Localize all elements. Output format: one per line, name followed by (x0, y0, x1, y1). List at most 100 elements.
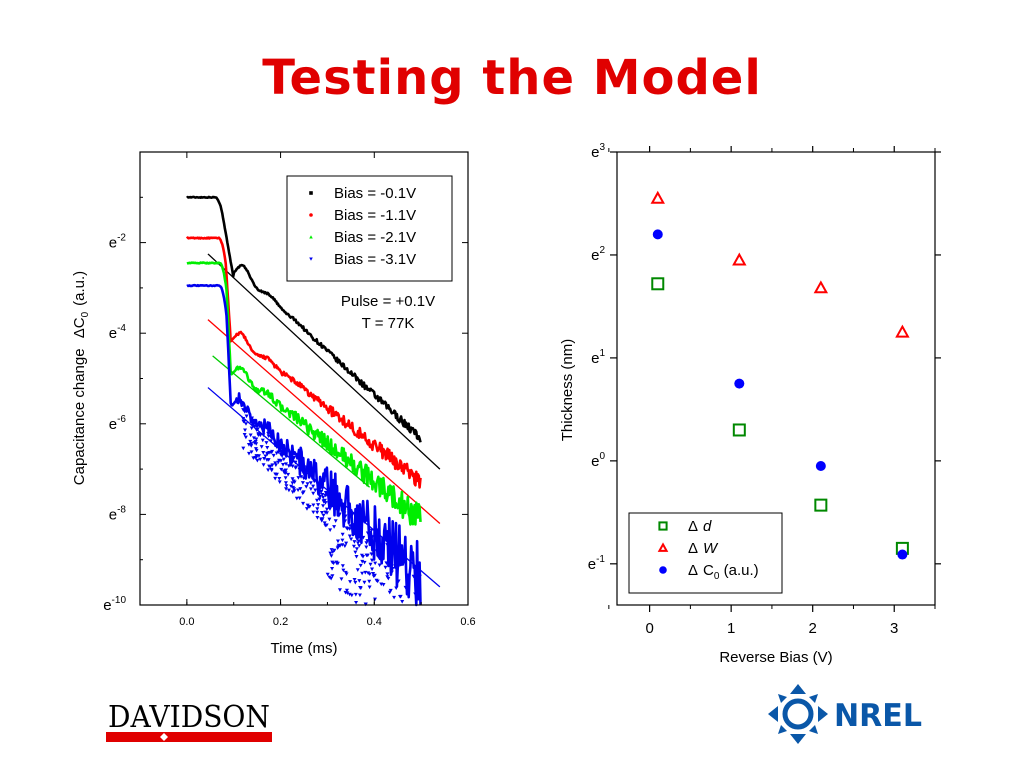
left-x-tick-label: 0.2 (273, 616, 288, 628)
right-x-tick-label: 0 (645, 620, 653, 637)
right-series-2 (652, 229, 908, 560)
left-series-point (267, 450, 272, 455)
left-series-point (415, 574, 420, 579)
right-legend-symbol: Δ (688, 540, 698, 557)
left-series-point (352, 578, 357, 582)
nrel-logo-emblem (768, 684, 828, 744)
left-series-point (361, 535, 366, 540)
left-series-point (315, 510, 320, 515)
right-series-point (652, 229, 663, 240)
left-series-point (406, 575, 411, 580)
left-plot-data (185, 195, 441, 607)
left-series-point (329, 576, 334, 581)
left-series-point (261, 451, 266, 455)
left-y-label-sub: 0 (80, 311, 91, 317)
left-series-point (389, 549, 394, 553)
left-series-point (354, 555, 359, 559)
left-series-point (249, 444, 254, 448)
left-series-point (413, 592, 418, 597)
left-series-point (249, 450, 254, 454)
left-series-point (354, 547, 359, 551)
left-series-point (326, 501, 331, 506)
left-series-point (352, 540, 357, 544)
left-y-label-symbol: ΔC (71, 317, 88, 338)
left-series-point (379, 556, 384, 561)
left-series-point (249, 416, 254, 421)
left-series-point (358, 585, 363, 590)
left-series-point (263, 454, 268, 459)
left-y-tick-exp: -4 (117, 323, 126, 334)
nrel-logo-text: NREL (834, 698, 922, 734)
right-y-tick-base: e (588, 556, 596, 573)
left-series-point (279, 451, 284, 455)
left-series-point (396, 579, 401, 584)
left-series-point (414, 580, 419, 584)
left-y-tick-label: e-2 (109, 233, 127, 252)
left-x-axis-label: Time (ms) (271, 640, 338, 657)
left-series-point (244, 414, 249, 419)
left-series-point (256, 454, 261, 458)
left-series-point (321, 499, 326, 503)
left-series-point (363, 602, 368, 607)
left-series-point (252, 424, 257, 429)
slide-title: Testing the Model (262, 50, 762, 106)
left-series-point (335, 546, 340, 551)
left-series-point (291, 485, 296, 490)
left-series-point (340, 532, 345, 537)
left-series-point (282, 470, 287, 475)
left-series-point (397, 563, 402, 568)
left-annotation-pulse: Pulse = +0.1V (341, 293, 435, 310)
left-series-point (254, 455, 259, 460)
left-series-point (387, 560, 392, 565)
right-series-point (815, 461, 826, 472)
left-series-point (284, 484, 289, 488)
left-series-point (381, 583, 386, 587)
left-series-point (241, 446, 246, 451)
left-x-tick-label: 0.6 (460, 616, 475, 628)
right-legend-label: Δ C0 (a.u.) (688, 562, 759, 582)
left-series-point (355, 537, 360, 542)
left-series-point (274, 472, 279, 477)
left-series-0 (186, 195, 441, 470)
left-series-point (374, 549, 379, 553)
right-legend-text: d (703, 518, 712, 535)
left-series-point (259, 445, 264, 449)
left-series-point (253, 439, 258, 444)
left-series-point (334, 560, 339, 565)
left-series-point (255, 423, 260, 427)
left-series-point (360, 571, 365, 576)
left-series-point (301, 467, 306, 471)
left-series-point (261, 433, 266, 437)
left-series-point (365, 553, 370, 558)
right-y-tick-exp: 3 (599, 142, 605, 153)
left-series-point (293, 460, 298, 465)
left-series-point (377, 563, 382, 568)
left-series-point (327, 502, 332, 507)
left-series-point (267, 464, 272, 469)
left-series-point (300, 481, 305, 485)
left-series-point (357, 544, 362, 548)
left-series-point (395, 557, 400, 562)
left-series-point (241, 408, 246, 412)
left-series-point (252, 436, 257, 440)
left-series-point (254, 448, 259, 453)
left-plot-frame (139, 151, 469, 606)
left-series-point (354, 528, 359, 532)
left-series-point (260, 438, 265, 443)
left-series-point (354, 517, 359, 521)
left-series-point (411, 574, 416, 579)
right-y-tick-exp: 1 (599, 348, 605, 359)
right-series-point (895, 324, 910, 338)
right-y-tick-label: e1 (591, 348, 605, 367)
left-series-point (327, 507, 332, 511)
left-series-point (386, 576, 391, 581)
left-series-point (254, 442, 259, 446)
left-y-tick-label: e-4 (109, 323, 127, 342)
left-series-point (306, 504, 311, 509)
left-series-point (251, 456, 256, 460)
left-series-point (311, 484, 316, 489)
left-series-point (283, 468, 288, 473)
